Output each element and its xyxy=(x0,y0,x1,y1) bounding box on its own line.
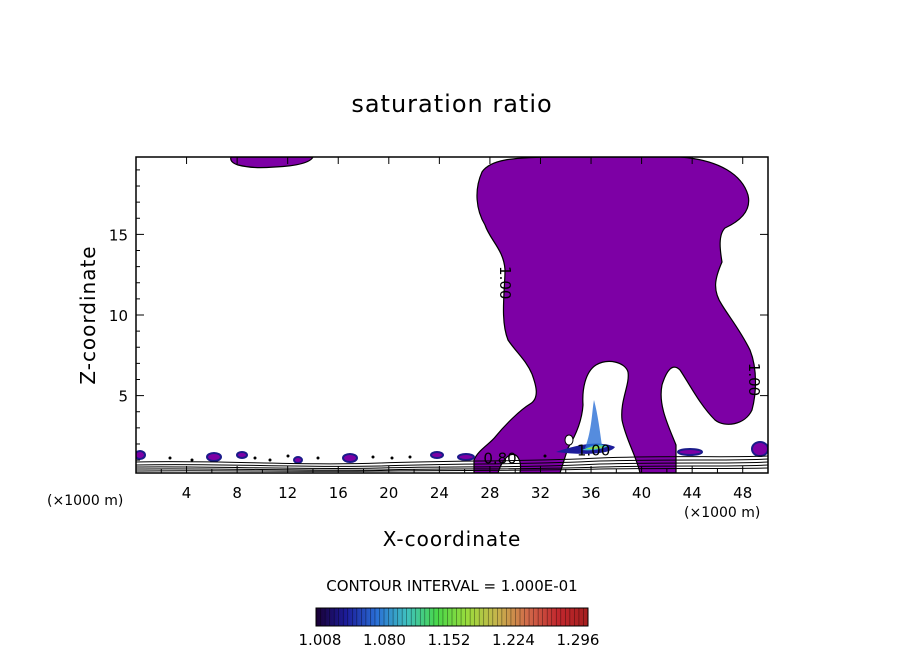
y-tick-label: 15 xyxy=(109,226,128,244)
x-tick-label: 4 xyxy=(182,484,192,502)
surface-cells xyxy=(136,441,768,464)
y-tick-label: 10 xyxy=(109,307,128,325)
saturation-core xyxy=(556,400,615,454)
surface-specks xyxy=(168,454,547,462)
colorbar-tick-label: 1.224 xyxy=(492,631,535,649)
x-axis-label: X-coordinate xyxy=(383,527,522,551)
contour-labels: 1.00 1.00 1.00 0.80 xyxy=(483,266,763,467)
contour-label: 0.80 xyxy=(483,449,516,467)
saturated-region-top xyxy=(230,157,314,169)
contour-interval-text: CONTOUR INTERVAL = 1.000E-01 xyxy=(326,577,577,595)
chart-title: saturation ratio xyxy=(351,90,552,118)
x-tick-label: 32 xyxy=(531,484,550,502)
colorbar-stripes xyxy=(315,608,589,626)
colorbar-tick-label: 1.008 xyxy=(299,631,342,649)
x-tick-label: 40 xyxy=(632,484,651,502)
saturated-region-main xyxy=(473,157,757,473)
y-tick-label: 5 xyxy=(118,388,128,406)
x-tick-label: 8 xyxy=(232,484,242,502)
x-unit-left: (×1000 m) xyxy=(47,493,123,509)
x-tick-label: 48 xyxy=(733,484,752,502)
x-tick-label: 28 xyxy=(480,484,499,502)
x-tick-label: 20 xyxy=(379,484,398,502)
surface-contours xyxy=(136,455,768,472)
contour-label: 1.00 xyxy=(496,266,514,299)
x-axis: 4 8 12 16 20 24 28 32 36 40 44 48 xyxy=(160,157,752,502)
x-tick-label: 24 xyxy=(430,484,449,502)
y-axis-label: Z-coordinate xyxy=(76,245,100,384)
x-tick-label: 16 xyxy=(329,484,348,502)
x-tick-label: 44 xyxy=(683,484,702,502)
colorbar-tick-label: 1.152 xyxy=(428,631,471,649)
colorbar-tick-label: 1.296 xyxy=(557,631,600,649)
x-unit-right: (×1000 m) xyxy=(684,505,760,521)
x-tick-label: 12 xyxy=(278,484,297,502)
plot-area: 1.00 1.00 1.00 0.80 xyxy=(135,156,769,474)
colorbar-tick-label: 1.080 xyxy=(363,631,406,649)
y-axis: 5 10 15 xyxy=(109,169,768,461)
contour-label: 1.00 xyxy=(577,441,610,459)
colorbar-ticks: 1.008 1.080 1.152 1.224 1.296 xyxy=(299,631,600,649)
contour-label: 1.00 xyxy=(745,363,763,396)
x-tick-label: 36 xyxy=(581,484,600,502)
